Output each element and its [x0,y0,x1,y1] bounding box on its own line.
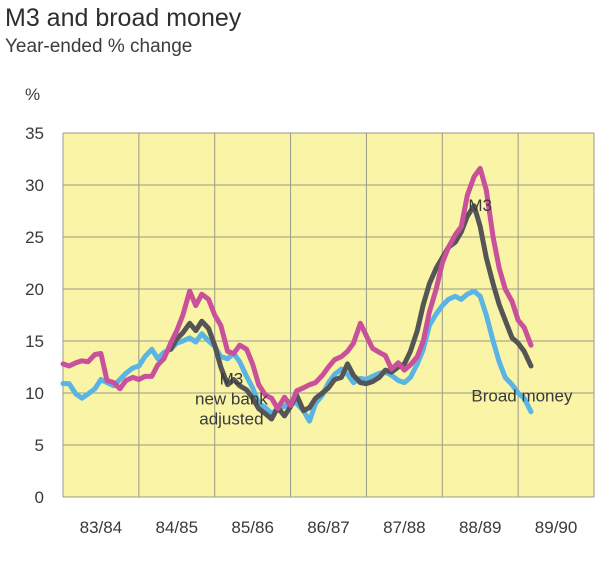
x-tick-label: 85/86 [231,518,274,537]
x-tick-label: 86/87 [307,518,350,537]
y-tick-label: 25 [25,228,44,247]
x-tick-label: 83/84 [80,518,123,537]
y-tick-label: 20 [25,280,44,299]
m3-new-bank-adjusted-label: M3 new bank adjusted [195,370,268,429]
m3-label: M3 [468,196,492,215]
y-tick-label: 5 [35,436,44,455]
chart-subtitle: Year-ended % change [5,36,193,57]
m3-line [60,165,534,412]
y-tick-label: 10 [25,384,44,403]
y-tick-label: 35 [25,124,44,143]
plot-area: 0 5 10 15 20 25 30 35 83/84 84/85 85/86 86/87 87/88 8… [25,124,595,537]
y-axis-label: % [25,85,40,104]
x-tick-label: 87/88 [383,518,426,537]
y-tick-label: 0 [35,488,44,507]
y-tick-label: 15 [25,332,44,351]
m3-new-bank-adjusted-line [168,203,534,422]
broad-money-line [60,288,534,424]
x-tick-label: 88/89 [459,518,502,537]
y-tick-label: 30 [25,176,44,195]
x-tick-label: 84/85 [156,518,199,537]
chart-title: M3 and broad money [5,4,242,32]
x-tick-label: 89/90 [535,518,578,537]
broad-money-label: Broad money [471,386,573,405]
